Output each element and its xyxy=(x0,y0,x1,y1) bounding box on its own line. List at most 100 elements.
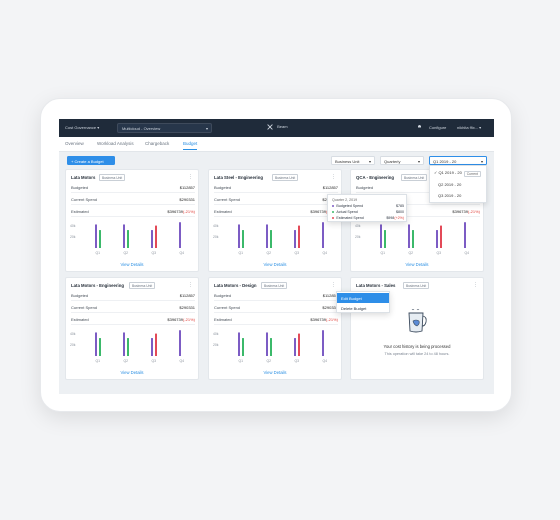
actual-bar[interactable] xyxy=(384,230,386,248)
actual-bar[interactable] xyxy=(412,230,414,248)
x-tick-label: Q2 xyxy=(124,359,129,363)
budget-row-label: Budgeted xyxy=(214,185,232,190)
budget-row-label: Budgeted xyxy=(214,293,232,298)
actual-bar[interactable] xyxy=(99,230,101,248)
budget-bar[interactable] xyxy=(179,330,181,356)
budget-bar[interactable] xyxy=(408,224,410,248)
actual-bar[interactable] xyxy=(298,225,300,248)
actual-bar[interactable] xyxy=(298,333,300,356)
app-menu-dropdown[interactable]: Cost Governance ▾ xyxy=(65,125,99,130)
quarter-filter[interactable]: Q1 2019 - 20 ▾ xyxy=(429,156,487,165)
actual-bar[interactable] xyxy=(270,230,272,248)
x-tick-label: Q2 xyxy=(267,251,272,255)
delete-budget-menu-item[interactable]: Delete Budget xyxy=(337,303,389,313)
amount: $290331 xyxy=(322,305,338,310)
x-tick-label: Q4 xyxy=(465,251,470,255)
budget-bar[interactable] xyxy=(322,330,324,356)
brand-logo: Beam xyxy=(267,124,288,130)
app-screen: Cost Governance ▾ Multicloud - Overview … xyxy=(59,119,494,394)
x-tick-label: Q2 xyxy=(409,251,414,255)
more-options-icon[interactable]: ⋮ xyxy=(331,282,336,288)
budget-bar[interactable] xyxy=(380,224,382,248)
x-tick-label: Q3 xyxy=(295,251,300,255)
view-details-link[interactable]: View Details xyxy=(120,370,144,375)
more-options-icon[interactable]: ⋮ xyxy=(188,174,193,180)
tooltip-label: Estimated Spend xyxy=(336,216,364,220)
x-tick-label: Q3 xyxy=(295,359,300,363)
quarter-option[interactable]: ✓ Q1 2019 - 20 Current xyxy=(434,170,484,177)
view-details-link[interactable]: View Details xyxy=(405,262,429,267)
budget-row-label: Budgeted xyxy=(71,185,89,190)
more-options-icon[interactable]: ⋮ xyxy=(473,282,478,288)
budget-row-label: Current Spend xyxy=(71,305,98,310)
business-unit-filter[interactable]: Business Unit ▾ xyxy=(331,156,375,165)
budget-bar[interactable] xyxy=(294,230,296,248)
actual-bar[interactable] xyxy=(99,338,101,356)
business-unit-badge: Business Unit xyxy=(261,282,288,290)
actual-bar[interactable] xyxy=(242,338,244,356)
budget-bar[interactable] xyxy=(266,332,268,356)
actual-bar[interactable] xyxy=(155,333,157,356)
budget-row-label: Budgeted xyxy=(71,293,89,298)
business-unit-filter-label: Business Unit xyxy=(335,159,360,165)
budget-bar[interactable] xyxy=(436,230,438,248)
amount: $290331 xyxy=(179,305,195,310)
view-details-link[interactable]: View Details xyxy=(263,370,287,375)
amount: $112857 xyxy=(322,293,338,298)
amount: $112857 xyxy=(179,293,195,298)
budget-bar[interactable] xyxy=(464,222,466,248)
budget-bar[interactable] xyxy=(123,332,125,356)
budget-bar-chart: 40k 20k Q1 Q2 Q3 Q4 xyxy=(70,330,184,363)
budget-bar[interactable] xyxy=(123,224,125,248)
quarter-option[interactable]: Q3 2019 - 20 xyxy=(438,193,462,198)
view-details-link[interactable]: View Details xyxy=(120,262,144,267)
budget-card: Lata Motors - Engineering Business Unit ⋮ B… xyxy=(65,277,199,380)
actual-bar[interactable] xyxy=(127,338,129,356)
budget-bar-chart: 40k 20k Q1 Q2 Q3 Q4 xyxy=(355,222,470,255)
view-details-link[interactable]: View Details xyxy=(263,262,287,267)
budget-bar[interactable] xyxy=(151,230,153,248)
budget-bar[interactable] xyxy=(179,222,181,248)
chevron-down-icon: ▾ xyxy=(479,125,482,130)
tab-budget[interactable]: Budget xyxy=(183,141,198,150)
y-tick-label: 20k xyxy=(213,343,219,347)
budget-row: Estimated $396739(-21%) xyxy=(71,206,195,217)
budget-bar[interactable] xyxy=(266,224,268,248)
budget-bar[interactable] xyxy=(238,224,240,248)
budget-bar[interactable] xyxy=(95,332,97,356)
tooltip-title: Quarter 2, 2019 xyxy=(332,198,358,202)
actual-bar[interactable] xyxy=(270,338,272,356)
budget-bar[interactable] xyxy=(322,222,324,248)
budget-bar[interactable] xyxy=(294,338,296,356)
empty-state-subtext: This operation will take 24 to 48 hours. xyxy=(384,352,450,356)
actual-bar[interactable] xyxy=(242,230,244,248)
configure-link[interactable]: Configure xyxy=(429,125,447,130)
x-tick-label: Q3 xyxy=(152,359,157,363)
x-tick-label: Q4 xyxy=(323,359,328,363)
actual-bar[interactable] xyxy=(155,225,157,248)
edit-budget-menu-item[interactable]: Edit Budget xyxy=(337,293,389,303)
user-menu[interactable]: nikhita ffix... ▾ xyxy=(457,125,481,130)
tab-bar: Overview Workload Analysis Chargeback Bu… xyxy=(59,137,494,152)
view-select[interactable]: Multicloud - Overview ▾ xyxy=(117,123,212,133)
budget-bar[interactable] xyxy=(238,332,240,356)
business-unit-badge: Business Unit xyxy=(401,174,428,182)
quarter-option[interactable]: Q2 2019 - 20 xyxy=(438,182,462,187)
tab-chargeback[interactable]: Chargeback xyxy=(145,141,170,146)
bell-icon[interactable] xyxy=(417,124,422,130)
tab-workload-analysis[interactable]: Workload Analysis xyxy=(97,141,134,146)
budget-bar[interactable] xyxy=(151,338,153,356)
actual-bar[interactable] xyxy=(127,230,129,248)
quarter-option-label: ✓ Q1 2019 - 20 xyxy=(434,170,462,175)
more-options-icon[interactable]: ⋮ xyxy=(188,282,193,288)
period-filter[interactable]: Quarterly ▾ xyxy=(380,156,424,165)
create-budget-button[interactable]: + Create a Budget xyxy=(67,156,115,165)
tab-overview[interactable]: Overview xyxy=(65,141,84,146)
budget-bar[interactable] xyxy=(95,224,97,248)
tooltip-row: Actual Spend $800 xyxy=(332,210,404,214)
x-tick-label: Q4 xyxy=(180,251,185,255)
business-unit-badge: Business Unit xyxy=(129,282,156,290)
card-title: Lata Motors - Design xyxy=(214,283,257,288)
actual-bar[interactable] xyxy=(440,225,442,248)
more-options-icon[interactable]: ⋮ xyxy=(331,174,336,180)
